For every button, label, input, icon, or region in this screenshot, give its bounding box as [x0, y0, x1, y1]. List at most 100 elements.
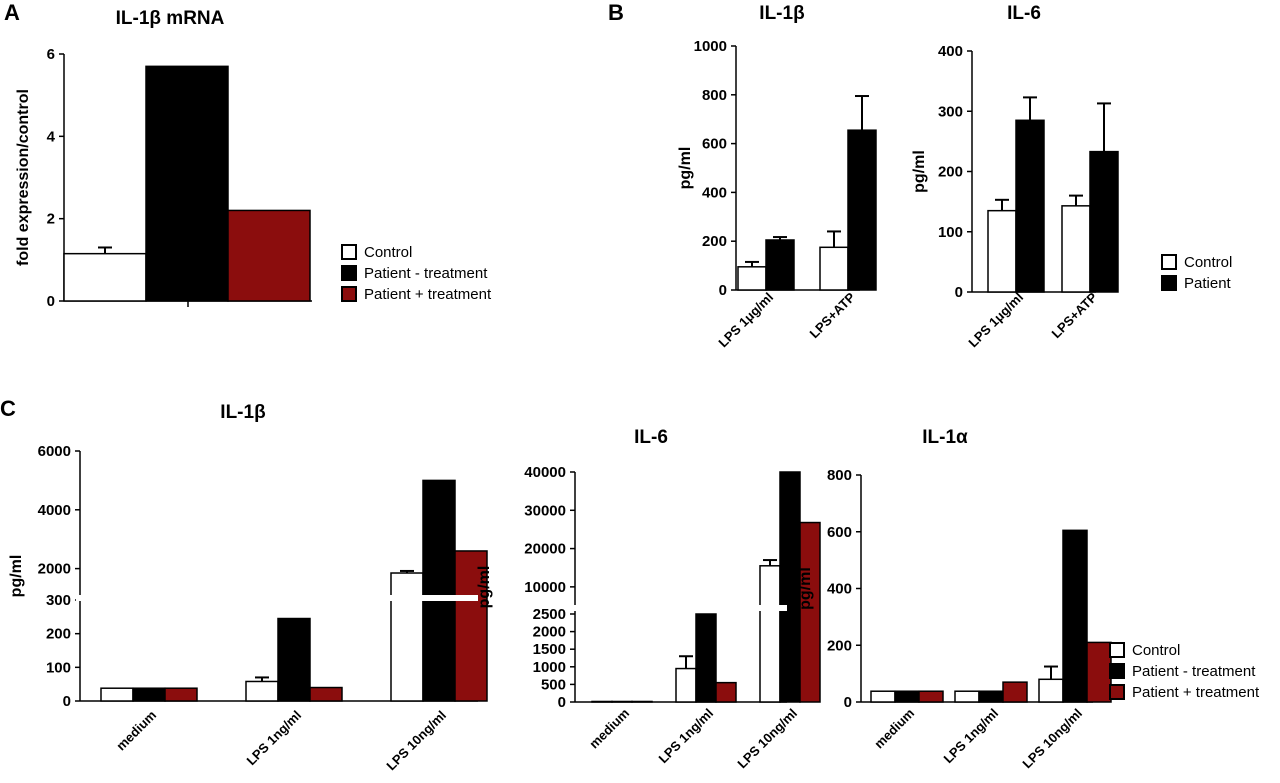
legend-swatch	[1109, 684, 1125, 700]
panel-label-b: B	[608, 0, 624, 25]
chart-a: IL-1β mRNA fold expression/control 0 2 4 6	[15, 8, 312, 310]
y-tick-label: 4	[47, 128, 56, 145]
legend-label: Control	[1184, 254, 1232, 271]
bar	[631, 700, 653, 703]
bar	[737, 266, 767, 291]
bar	[715, 681, 737, 703]
x-category-label: LPS+ATP	[1049, 289, 1101, 341]
y-tick-label: 2000	[533, 624, 566, 641]
legend-label: Control	[1132, 642, 1180, 659]
y-tick-label: 6000	[38, 443, 71, 460]
bar	[1062, 529, 1088, 703]
bar	[918, 690, 944, 703]
chart-title: IL-6	[634, 427, 668, 448]
y-tick-label: 400	[827, 581, 852, 598]
chart-title: IL-1β	[759, 3, 804, 24]
bar	[245, 680, 279, 702]
y-tick-label: 200	[938, 164, 963, 181]
y-tick-label: 300	[938, 103, 963, 120]
bar	[1089, 150, 1119, 293]
legend-label: Control	[364, 244, 412, 261]
bar	[847, 129, 877, 291]
bar	[765, 239, 795, 291]
y-axis-label: pg/ml	[8, 555, 25, 598]
y-tick-label: 2	[47, 211, 55, 228]
bar	[819, 246, 849, 291]
chart-title: IL-1α	[922, 427, 968, 448]
bar	[675, 667, 697, 703]
bar	[1086, 641, 1112, 703]
y-tick-label: 600	[827, 524, 852, 541]
x-category-label: LPS 10ng/ml	[734, 706, 800, 772]
x-category-label: LPS 1ng/ml	[940, 706, 1001, 767]
y-tick-label: 0	[47, 293, 55, 310]
y-tick-label: 800	[702, 87, 727, 104]
legend: Control Patient	[1161, 254, 1232, 292]
y-tick-label: 0	[719, 282, 727, 299]
y-tick-label: 1000	[533, 659, 566, 676]
x-category-label: medium	[113, 708, 159, 754]
bar	[1038, 678, 1064, 703]
y-tick-label: 600	[702, 136, 727, 153]
x-category-label: LPS+ATP	[807, 289, 859, 341]
y-tick-label: 200	[702, 233, 727, 250]
y-tick-label: 100	[46, 659, 71, 676]
chart-c3: IL-1α pg/ml 0 200 400 600 800 medium LPS 1ng/ml L…	[797, 427, 1112, 772]
bar	[870, 690, 896, 703]
y-tick-label: 800	[827, 467, 852, 484]
y-axis-label: pg/ml	[797, 567, 814, 610]
y-tick-label: 2500	[533, 606, 566, 623]
legend: Control Patient - treatment Patient + trea…	[341, 244, 492, 303]
y-tick-label: 2000	[38, 561, 71, 578]
legend-swatch	[1109, 663, 1125, 679]
x-category-label: LPS 1ng/ml	[243, 708, 304, 769]
chart-b2: IL-6 pg/ml 0 100 200 300 400 LPS 1μg/ml LPS+ATP	[911, 3, 1119, 351]
axis-break-band	[571, 605, 787, 611]
x-category-label: medium	[871, 706, 917, 752]
legend-swatch	[1161, 275, 1177, 291]
y-tick-label: 100	[938, 224, 963, 241]
y-axis-label: pg/ml	[476, 566, 493, 609]
y-tick-label: 1500	[533, 641, 566, 658]
y-tick-label: 0	[63, 693, 71, 710]
legend-label: Patient - treatment	[364, 265, 488, 282]
y-tick-label: 6	[47, 46, 55, 63]
bar	[164, 687, 198, 702]
bar	[591, 700, 613, 703]
x-category-label: medium	[586, 706, 632, 752]
y-tick-label: 10000	[524, 579, 566, 596]
legend-label: Patient + treatment	[364, 286, 492, 303]
y-tick-label: 20000	[524, 541, 566, 558]
panel-label-c: C	[0, 396, 16, 421]
y-axis-label: fold expression/control	[15, 89, 32, 266]
chart-c1: IL-1β pg/ml 0 100 200 300 2000 4000 6000 medium LP…	[8, 402, 488, 774]
y-tick-label: 400	[938, 43, 963, 60]
y-tick-label: 400	[702, 184, 727, 201]
bar	[695, 613, 717, 703]
x-category-label: LPS 10ng/ml	[383, 708, 449, 774]
y-tick-label: 0	[558, 694, 566, 711]
x-category-label: LPS 1μg/ml	[965, 290, 1026, 351]
x-category-label: LPS 1ng/ml	[655, 706, 716, 767]
chart-title: IL-1β	[220, 402, 265, 423]
bar	[954, 690, 980, 703]
y-tick-label: 0	[844, 694, 852, 711]
bar	[227, 209, 311, 302]
panel-label-a: A	[4, 0, 20, 25]
y-tick-label: 0	[955, 284, 963, 301]
y-tick-label: 500	[541, 676, 566, 693]
bar	[63, 252, 147, 302]
y-axis-label: pg/ml	[677, 147, 694, 190]
bar	[309, 686, 343, 702]
chart-title: IL-1β mRNA	[116, 8, 225, 29]
legends-layer: Control Patient - treatment Patient + trea…	[341, 244, 1260, 701]
bar	[987, 209, 1017, 293]
bar	[100, 687, 134, 702]
bar	[894, 690, 920, 703]
x-category-label: LPS 10ng/ml	[1019, 706, 1085, 772]
bar	[132, 687, 166, 702]
